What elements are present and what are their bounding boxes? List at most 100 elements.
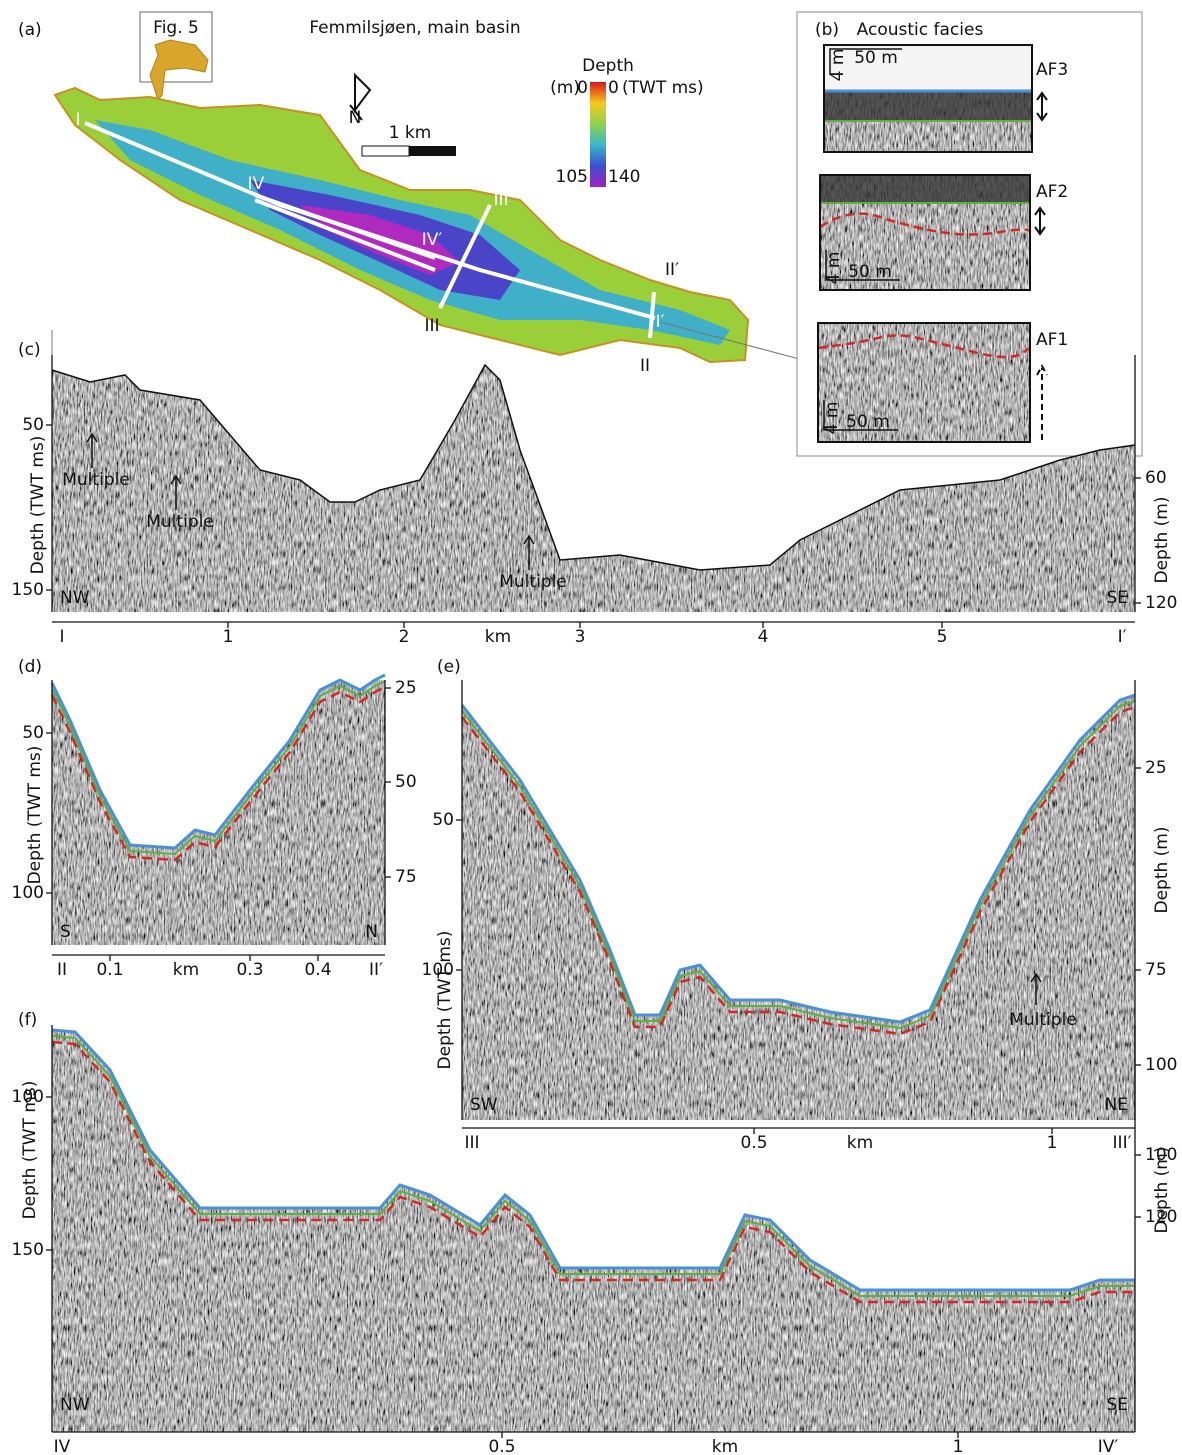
- annotation-arrow: [86, 432, 98, 468]
- tick-label: III′: [1113, 1133, 1132, 1153]
- map-title: Femmilsjøen, main basin: [309, 18, 520, 38]
- axis-title: Depth (TWT ms): [28, 436, 48, 575]
- tick-label: I: [59, 627, 64, 647]
- profile-label: II: [640, 356, 650, 376]
- colorbar: [590, 82, 606, 187]
- tick-label: 50: [432, 810, 454, 830]
- facies-frame: [819, 174, 1031, 291]
- colorbar-tick: 140: [608, 167, 640, 187]
- direction-label: NW: [60, 1395, 90, 1415]
- tick-label: 0.3: [236, 960, 263, 980]
- tick-label: 50: [22, 415, 44, 435]
- tick-label: 0.1: [96, 960, 123, 980]
- scale-bar: [829, 48, 902, 75]
- seafloor: [50, 673, 386, 850]
- inset-label: Fig. 5: [153, 18, 199, 38]
- annotation: Multiple: [62, 470, 130, 490]
- thickness-arrow: [1036, 363, 1048, 440]
- panel-label: (c): [18, 340, 41, 360]
- colorbar-unit: (m): [550, 78, 580, 98]
- tick-label: 120: [1145, 593, 1177, 613]
- profile-label: II′: [665, 260, 679, 280]
- profile-label: III′: [494, 190, 513, 210]
- tick-label: 1: [953, 1437, 964, 1455]
- tick-label: III: [464, 1133, 479, 1153]
- facies-frame: [823, 44, 1033, 153]
- panel-label: (a): [18, 20, 42, 40]
- axis-title: Depth (m): [1152, 826, 1172, 913]
- tick-label: 3: [575, 627, 586, 647]
- direction-label: NE: [1105, 1095, 1128, 1115]
- stratified: [824, 90, 1032, 120]
- colorbar-title: Depth: [582, 56, 634, 76]
- water: [824, 45, 1032, 90]
- direction-label: SE: [1106, 588, 1128, 608]
- tick-label: 50: [22, 723, 44, 743]
- tick-label: 0.5: [488, 1437, 515, 1455]
- green-reflector: [51, 1035, 1135, 1297]
- tick-label: II: [57, 960, 67, 980]
- tick-label: 25: [395, 678, 417, 698]
- tick-label: 100: [422, 960, 454, 980]
- direction-label: NW: [60, 588, 90, 608]
- tick-label: 1: [1047, 1133, 1058, 1153]
- facies-frame: [817, 322, 1031, 443]
- thickness-arrow: [1036, 91, 1048, 122]
- inset-lake: [149, 39, 209, 102]
- tick-label: I′: [1118, 627, 1127, 647]
- profile-label: I: [75, 110, 80, 130]
- annotation-arrow: [170, 474, 182, 510]
- colorbar-tick: 105: [556, 167, 588, 187]
- colorbar-unit: (TWT ms): [622, 78, 704, 98]
- annotation-arrow: [1030, 972, 1042, 1005]
- tick-label: km: [712, 1437, 738, 1455]
- direction-label: N: [365, 922, 378, 942]
- inset-box: [139, 11, 213, 83]
- direction-label: SW: [470, 1095, 498, 1115]
- seafloor: [460, 693, 1136, 1024]
- tick-label: km: [173, 960, 199, 980]
- tick-label: 100: [12, 883, 44, 903]
- scale-bar: [825, 250, 900, 281]
- red-reflector: [461, 705, 1136, 1036]
- tick-label: 75: [1145, 960, 1167, 980]
- stratified: [820, 175, 1030, 203]
- tick-label: 150: [12, 1240, 44, 1260]
- red-reflector: [51, 1040, 1135, 1304]
- profile-label: I′: [656, 312, 665, 332]
- axis-title: Depth (m): [1152, 1146, 1172, 1233]
- tick-label: II′: [369, 960, 383, 980]
- profile-2: [648, 291, 656, 339]
- tick-label: km: [485, 627, 511, 647]
- direction-label: S: [60, 922, 71, 942]
- north-arrow: [349, 72, 372, 121]
- direction-label: SE: [1106, 1395, 1128, 1415]
- axis-title: Depth (TWT ms): [25, 746, 45, 885]
- horizontal-scale: 50 m: [848, 262, 892, 282]
- tick-label: 2: [399, 627, 410, 647]
- tick-label: 25: [1145, 758, 1167, 778]
- tick-label: 100: [1145, 1055, 1177, 1075]
- thickness-arrow: [1034, 206, 1046, 236]
- panel-label: (e): [437, 657, 461, 677]
- horizontal-scale: 50 m: [854, 48, 898, 68]
- profile-4: [254, 193, 436, 272]
- tick-label: km: [847, 1133, 873, 1153]
- axis-title: Depth (TWT ms): [435, 931, 455, 1070]
- panel-label: (f): [18, 1010, 37, 1030]
- green-reflector: [461, 700, 1136, 1030]
- facies-name: AF3: [1036, 60, 1068, 80]
- annotation: Multiple: [146, 512, 214, 532]
- vertical-scale: 4 m: [828, 49, 848, 82]
- tick-label: 4: [758, 627, 769, 647]
- tick-label: 1: [223, 627, 234, 647]
- annotation-arrow: [523, 534, 535, 570]
- tick-label: 60: [1145, 468, 1167, 488]
- tick-label: IV′: [1098, 1437, 1119, 1455]
- profile-lines: [84, 121, 656, 339]
- tick-label: 100: [12, 1087, 44, 1107]
- panel-label: (d): [18, 657, 42, 677]
- green-reflector: [51, 680, 386, 856]
- facies-name: AF2: [1036, 182, 1068, 202]
